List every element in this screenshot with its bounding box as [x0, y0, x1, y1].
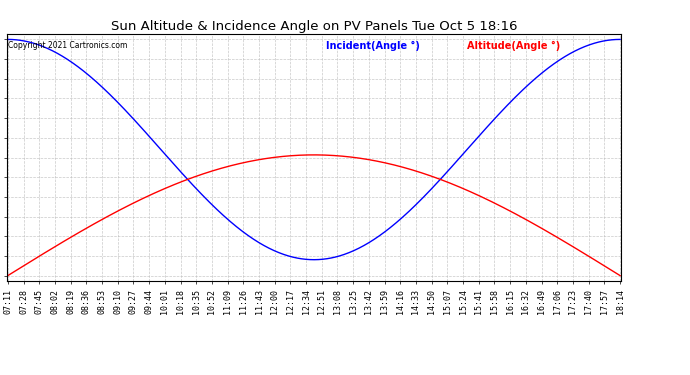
- Title: Sun Altitude & Incidence Angle on PV Panels Tue Oct 5 18:16: Sun Altitude & Incidence Angle on PV Pan…: [110, 20, 518, 33]
- Text: Altitude(Angle °): Altitude(Angle °): [468, 41, 561, 51]
- Text: Incident(Angle °): Incident(Angle °): [326, 41, 420, 51]
- Text: Copyright 2021 Cartronics.com: Copyright 2021 Cartronics.com: [8, 41, 128, 50]
